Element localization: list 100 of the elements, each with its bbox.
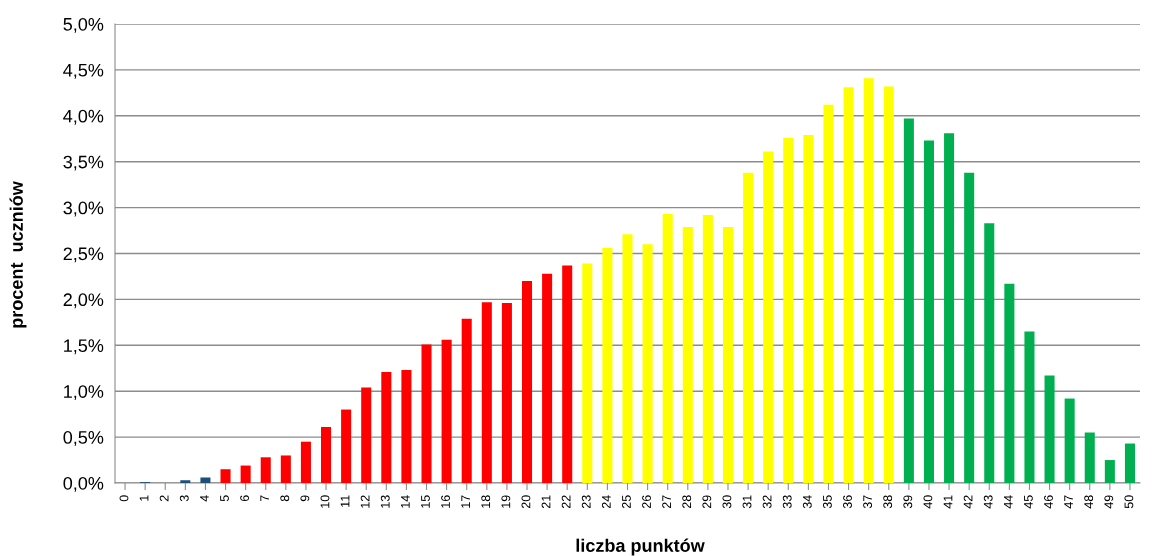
bar	[542, 273, 553, 483]
x-tick-label: 31	[742, 495, 752, 509]
x-tick-label: 46	[1044, 495, 1053, 509]
y-tick-label: 2,0%	[63, 293, 104, 309]
x-tick-label: 5	[220, 495, 229, 502]
y-tick-label: 3,5%	[63, 155, 104, 171]
y-tick-label: 3,0%	[63, 201, 104, 217]
y-axis-title: procent uczniów	[9, 181, 27, 328]
bar	[562, 265, 573, 483]
bar	[481, 302, 492, 483]
x-tick-label: 19	[501, 495, 511, 508]
x-tick-label: 36	[843, 495, 852, 509]
bar	[1104, 460, 1115, 483]
bar	[1124, 443, 1135, 483]
x-tick-label: 21	[541, 495, 551, 509]
bar	[1064, 398, 1075, 483]
bar	[441, 339, 452, 483]
bar	[461, 318, 472, 483]
bar	[220, 469, 231, 483]
x-tick-label: 22	[561, 495, 571, 509]
x-tick-label: 45	[1024, 495, 1033, 509]
x-tick-label: 24	[601, 495, 611, 509]
x-tick-label: 26	[642, 495, 651, 509]
x-tick-label: 38	[883, 495, 893, 509]
x-tick-label: 20	[521, 495, 531, 509]
bar	[521, 281, 533, 483]
x-tick-label: 2	[159, 495, 169, 502]
x-tick-label: 37	[863, 495, 873, 509]
x-tick-label: 34	[802, 495, 812, 509]
x-tick-label: 44	[1004, 495, 1013, 509]
y-tick-label: 0,0%	[63, 476, 104, 492]
x-tick-label: 30	[722, 495, 732, 509]
x-tick-label: 4	[200, 495, 209, 502]
bar	[883, 86, 894, 483]
bar	[642, 244, 653, 483]
bar	[200, 477, 211, 483]
x-tick-label: 47	[1064, 495, 1073, 509]
bar	[421, 344, 432, 483]
bar	[1084, 432, 1095, 483]
x-tick-label: 10	[320, 495, 330, 508]
x-tick-label: 23	[581, 495, 591, 509]
bar	[280, 455, 291, 483]
x-tick-label: 39	[903, 495, 913, 509]
bar	[240, 465, 251, 483]
y-tick-label: 4,0%	[63, 109, 104, 125]
x-tick-label: 40	[923, 495, 933, 509]
y-tick-label: 1,5%	[64, 339, 104, 355]
bar	[1044, 375, 1055, 483]
bar	[843, 87, 854, 483]
bar	[903, 118, 914, 483]
bar	[662, 214, 673, 483]
bar	[341, 409, 352, 483]
y-tick-label: 2,5%	[63, 247, 104, 263]
x-tick-label: 41	[943, 495, 953, 509]
x-tick-label: 29	[702, 495, 712, 509]
x-tick-label: 18	[481, 495, 491, 508]
x-tick-label: 25	[622, 495, 631, 509]
x-tick-label: 17	[461, 495, 470, 508]
bar	[1024, 331, 1035, 483]
bar	[361, 387, 372, 483]
bar	[300, 441, 311, 483]
bar	[923, 140, 934, 483]
x-tick-label: 13	[380, 495, 390, 508]
x-tick-label: 43	[983, 495, 993, 509]
bar	[863, 78, 874, 483]
bar	[582, 263, 593, 483]
x-tick-label: 3	[179, 495, 189, 502]
bar	[321, 427, 332, 483]
x-tick-label: 6	[240, 495, 249, 502]
x-tick-label: 27	[662, 495, 671, 509]
x-tick-label: 8	[280, 495, 290, 502]
bar	[682, 226, 693, 483]
x-tick-label: 7	[260, 495, 269, 502]
x-tick-label: 50	[1124, 495, 1134, 509]
bar	[401, 370, 412, 483]
bar	[180, 480, 191, 483]
x-tick-label: 48	[1084, 495, 1094, 509]
bar	[501, 303, 512, 483]
bar	[622, 234, 633, 483]
x-tick-label: 9	[300, 495, 310, 502]
x-tick-label: 15	[421, 495, 430, 508]
x-tick-label: 12	[360, 495, 370, 508]
bar	[743, 172, 754, 483]
bar	[1004, 283, 1015, 483]
x-tick-label: 1	[139, 495, 149, 501]
x-tick-label: 16	[441, 495, 450, 508]
bar	[823, 104, 834, 483]
x-tick-label: 0	[119, 495, 129, 502]
bar	[944, 133, 955, 483]
x-tick-label: 35	[822, 495, 832, 509]
x-tick-label: 32	[762, 495, 772, 509]
bar	[964, 172, 975, 483]
bar	[763, 151, 774, 483]
bar	[702, 214, 713, 483]
x-tick-label: 33	[782, 495, 792, 509]
x-axis-title: liczba punktów	[576, 538, 705, 556]
bar	[722, 226, 734, 483]
bar	[783, 137, 794, 483]
x-tick-label: 28	[682, 495, 692, 509]
x-tick-label: 49	[1104, 495, 1114, 509]
